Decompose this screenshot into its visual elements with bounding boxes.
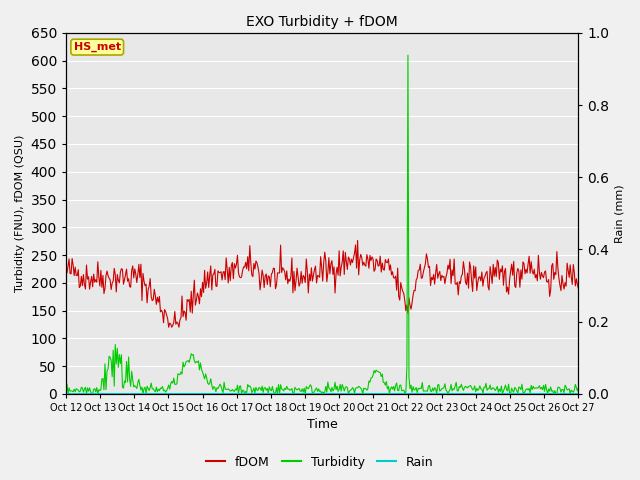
Turbidity xyxy=(404,52,412,58)
fDOM xyxy=(310,272,317,278)
X-axis label: Time: Time xyxy=(307,419,337,432)
fDOM xyxy=(484,284,492,289)
Turbidity xyxy=(310,390,317,396)
Rain xyxy=(482,390,490,396)
Rain xyxy=(563,390,570,396)
Turbidity xyxy=(575,385,582,391)
Rain xyxy=(339,390,347,396)
Turbidity xyxy=(368,374,376,380)
Rain xyxy=(308,390,316,396)
Rain xyxy=(367,390,375,396)
fDOM xyxy=(307,278,314,284)
Rain xyxy=(305,390,313,396)
Title: EXO Turbidity + fDOM: EXO Turbidity + fDOM xyxy=(246,15,398,29)
Y-axis label: Turbidity (FNU), fDOM (QSU): Turbidity (FNU), fDOM (QSU) xyxy=(15,135,25,292)
Turbidity xyxy=(564,386,572,392)
fDOM xyxy=(340,272,348,277)
Turbidity xyxy=(484,386,492,392)
Turbidity xyxy=(340,388,348,394)
fDOM xyxy=(354,238,362,243)
fDOM xyxy=(369,256,377,262)
fDOM xyxy=(575,286,582,292)
Turbidity xyxy=(62,384,70,390)
Text: HS_met: HS_met xyxy=(74,42,121,52)
Turbidity xyxy=(83,391,90,396)
Turbidity xyxy=(307,382,314,388)
Line: fDOM: fDOM xyxy=(66,240,579,327)
fDOM xyxy=(62,264,70,270)
Line: Turbidity: Turbidity xyxy=(66,55,579,394)
fDOM xyxy=(564,267,572,273)
Legend: fDOM, Turbidity, Rain: fDOM, Turbidity, Rain xyxy=(201,451,439,474)
Rain xyxy=(575,390,582,396)
fDOM xyxy=(165,324,173,330)
Y-axis label: Rain (mm): Rain (mm) xyxy=(615,184,625,243)
Rain xyxy=(62,390,70,396)
